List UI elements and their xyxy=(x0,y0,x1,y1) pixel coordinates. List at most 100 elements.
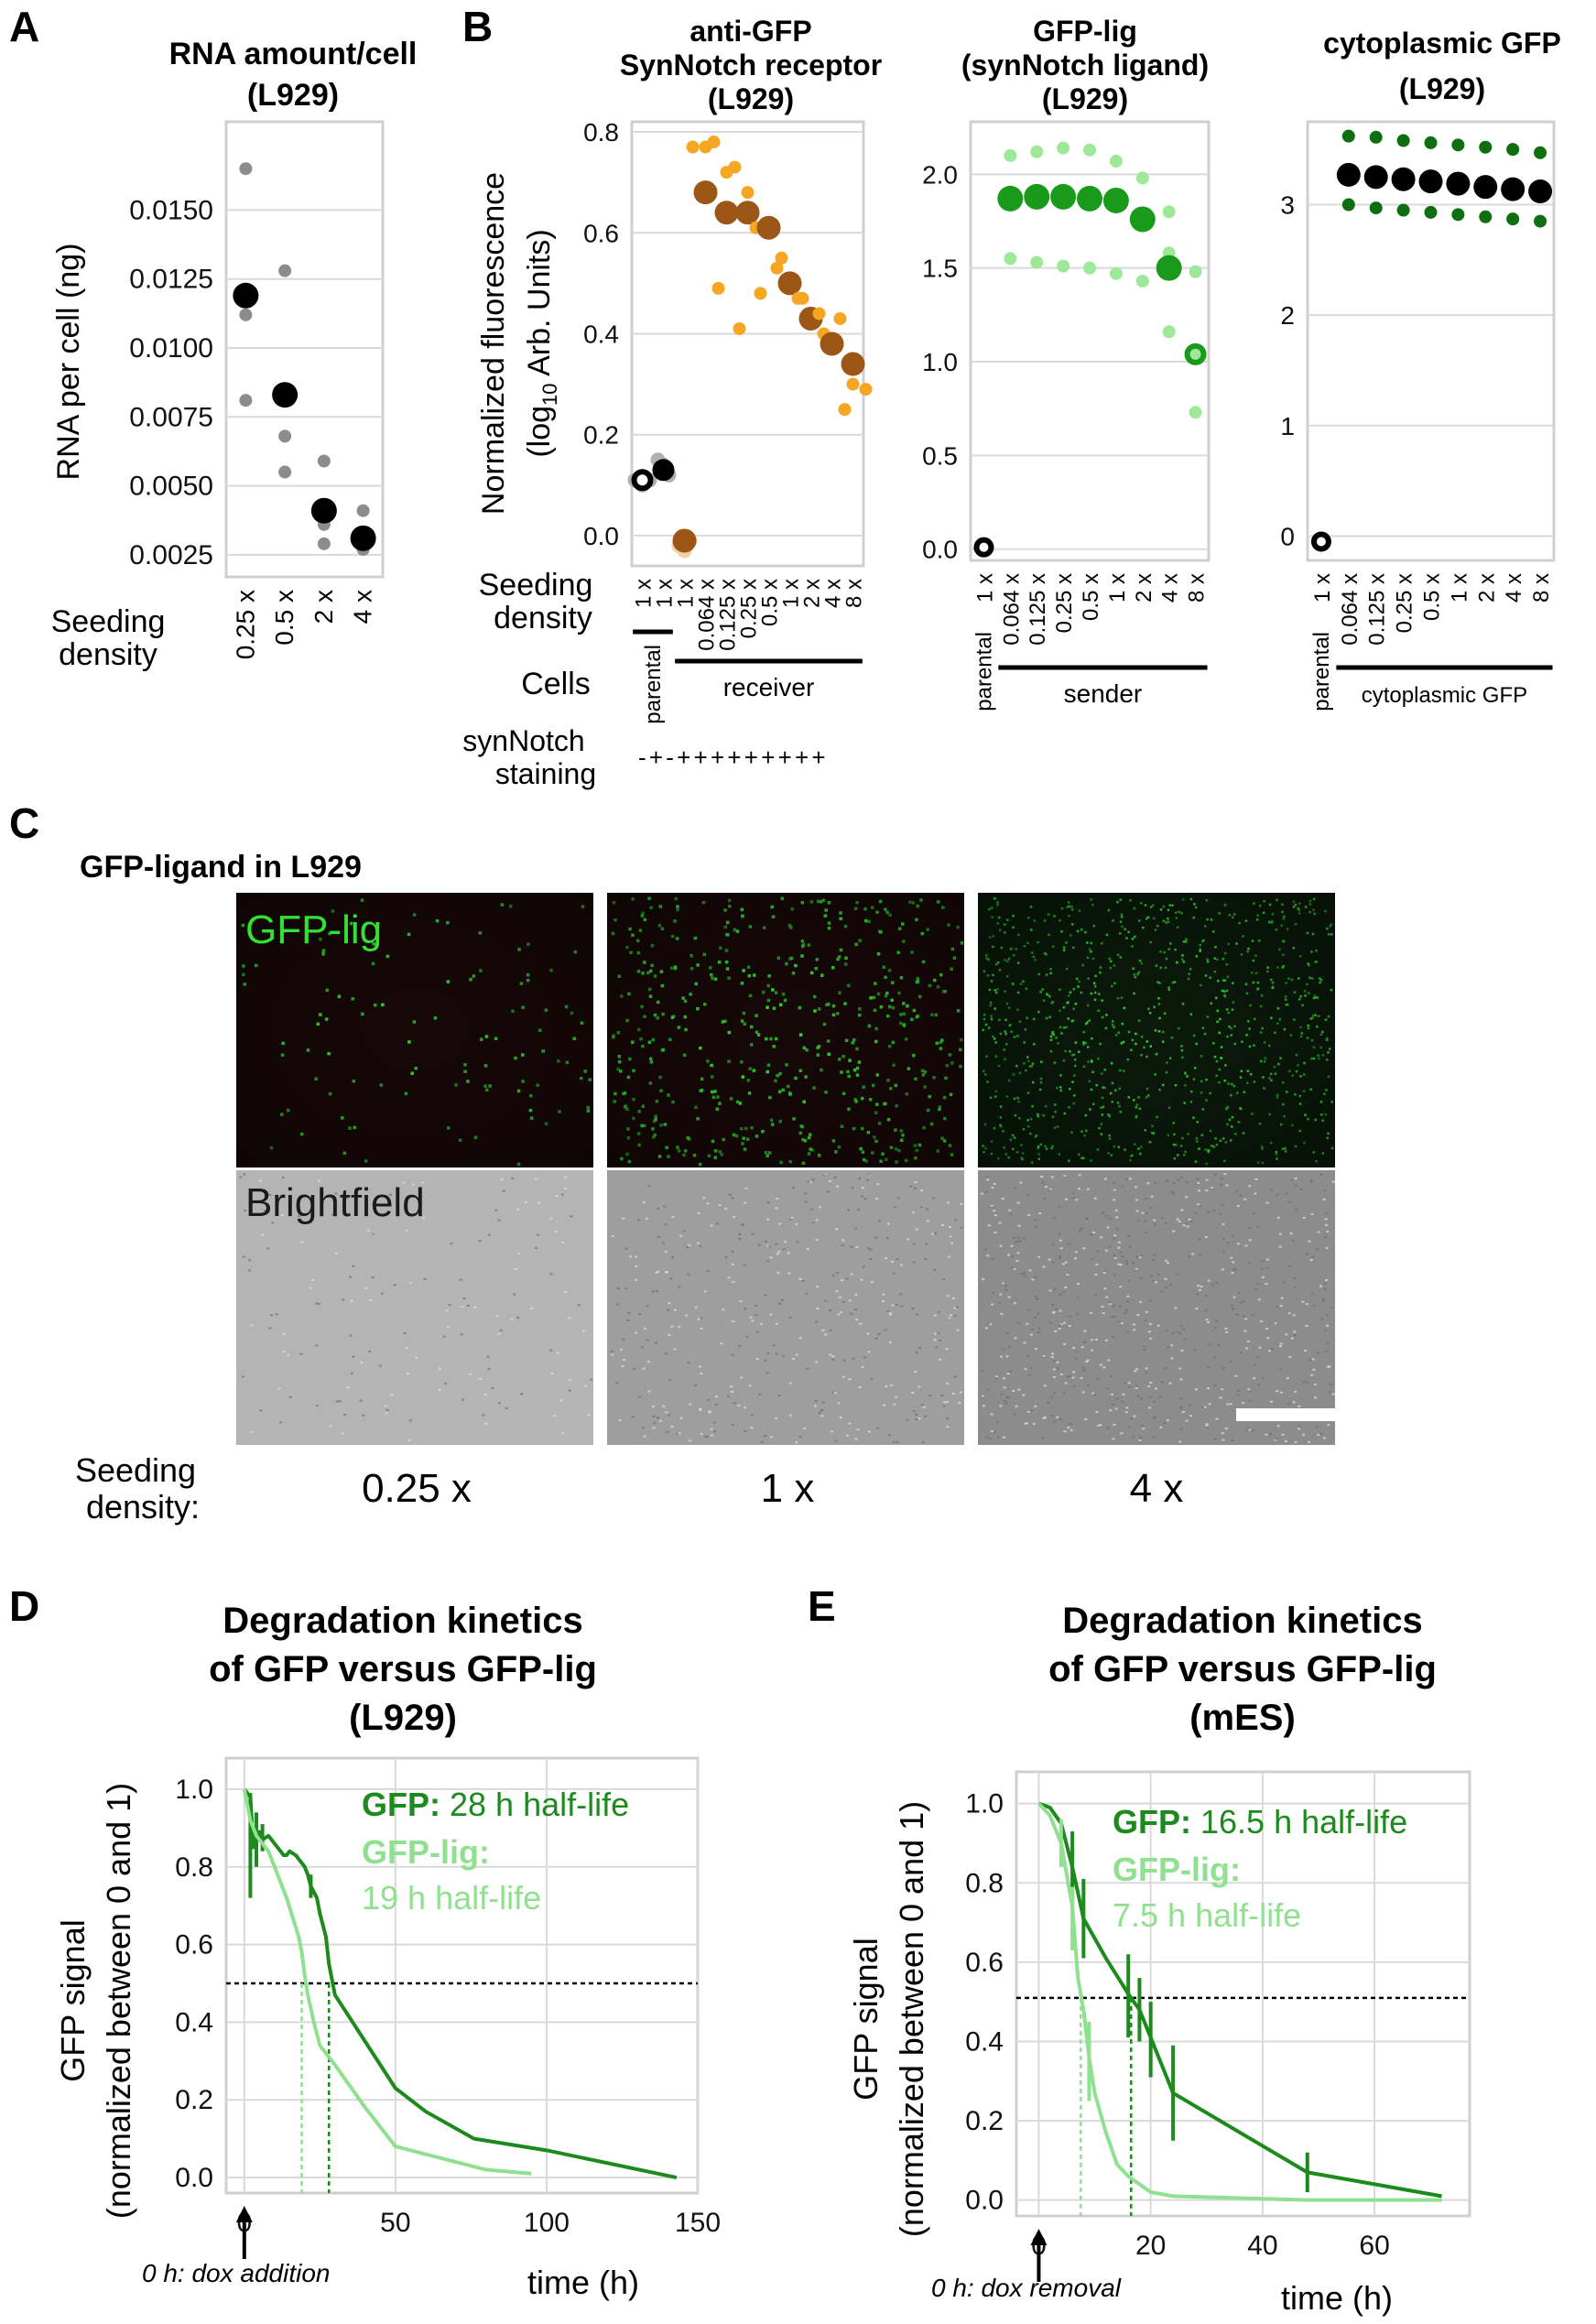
x-tick-label: 1 x xyxy=(779,579,804,608)
cell-texture xyxy=(415,1356,418,1359)
cell-texture xyxy=(1086,1359,1090,1362)
cell-texture xyxy=(239,1176,243,1178)
cell-texture xyxy=(896,1197,900,1200)
plot-frame xyxy=(630,120,865,568)
cell-texture xyxy=(1096,1377,1100,1380)
cell-texture xyxy=(1185,1181,1189,1184)
cell-texture xyxy=(854,1227,858,1230)
cell-texture xyxy=(1231,1304,1234,1307)
cell-texture xyxy=(866,1332,870,1335)
panel-letter-a: A xyxy=(9,3,39,50)
cell-texture xyxy=(422,1217,426,1220)
cell-texture xyxy=(1023,1341,1026,1344)
cell-texture xyxy=(1094,1293,1098,1296)
cell-texture xyxy=(1145,1367,1148,1370)
cell-texture xyxy=(1046,1401,1049,1404)
cell-texture xyxy=(981,1192,984,1195)
cell-texture xyxy=(1048,1258,1051,1261)
cell-texture xyxy=(346,1386,350,1389)
cell-texture xyxy=(1244,1318,1248,1320)
cell-texture xyxy=(258,1179,262,1182)
cell-texture xyxy=(959,1391,962,1394)
cell-texture xyxy=(982,1277,985,1280)
cell-texture xyxy=(651,1290,655,1293)
cell-texture xyxy=(335,1400,339,1403)
x-axis-label-line2: density xyxy=(494,601,592,635)
cell-texture xyxy=(1015,1260,1019,1263)
cell-texture xyxy=(954,1219,958,1222)
cell-texture xyxy=(912,1409,916,1412)
cell-texture xyxy=(946,1426,950,1428)
group-label: receiver xyxy=(723,673,815,701)
cell-texture xyxy=(642,1367,646,1370)
x-tick-label: 0.25 x xyxy=(1393,573,1417,633)
cell-texture xyxy=(900,1264,904,1266)
cell-texture xyxy=(647,1185,651,1188)
cell-texture xyxy=(700,1328,703,1330)
cell-texture xyxy=(487,1233,491,1236)
cell-texture xyxy=(712,1421,716,1424)
cell-texture xyxy=(1022,1394,1026,1396)
cell-texture xyxy=(1083,1341,1087,1344)
cell-texture xyxy=(1048,1189,1051,1192)
y-axis-label-line1: GFP signal xyxy=(847,1938,885,2100)
microscopy-title: GFP-ligand in L929 xyxy=(80,850,362,885)
cell-texture xyxy=(1267,1350,1271,1352)
cell-texture xyxy=(861,1366,864,1369)
cell-texture xyxy=(486,1355,490,1358)
cell-texture xyxy=(1326,1342,1330,1345)
cell-texture xyxy=(1188,1255,1191,1258)
cell-texture xyxy=(549,1349,553,1352)
cell-texture xyxy=(1099,1363,1102,1366)
cell-texture xyxy=(664,1352,668,1355)
cell-texture xyxy=(1278,1345,1282,1348)
cell-texture xyxy=(1152,1258,1156,1261)
cell-texture xyxy=(1127,1279,1131,1282)
replicate-point xyxy=(838,403,852,417)
legend-entry: GFP: 28 h half-life xyxy=(362,1786,629,1823)
cell-texture xyxy=(331,1213,335,1216)
cell-texture xyxy=(724,1256,728,1259)
y-tick-label: 0.8 xyxy=(965,1868,1004,1898)
cell-texture xyxy=(1024,1368,1027,1371)
replicate-point xyxy=(733,321,746,335)
cell-texture xyxy=(1236,1394,1240,1396)
cell-texture xyxy=(1262,1377,1265,1380)
cell-texture xyxy=(1176,1273,1179,1276)
cell-texture xyxy=(516,1252,520,1254)
cell-texture xyxy=(1199,1254,1202,1256)
cell-texture xyxy=(1229,1361,1232,1363)
cell-texture xyxy=(1027,1309,1031,1311)
cell-texture xyxy=(874,1337,878,1340)
cell-texture xyxy=(1189,1220,1193,1222)
cell-texture xyxy=(1292,1239,1296,1242)
cell-texture xyxy=(798,1436,802,1439)
mean-point xyxy=(1024,183,1050,210)
cell-texture xyxy=(1140,1424,1144,1427)
cell-texture xyxy=(745,1335,749,1338)
cell-texture xyxy=(821,1329,825,1331)
cell-texture xyxy=(1108,1303,1112,1306)
cell-texture xyxy=(1205,1189,1209,1191)
cell-texture xyxy=(1198,1238,1201,1241)
cell-texture xyxy=(1068,1325,1071,1328)
chart-subtitle: (L929) xyxy=(349,1698,457,1738)
cell-texture xyxy=(945,1348,949,1351)
cell-texture xyxy=(1063,1174,1067,1177)
cell-texture xyxy=(1325,1246,1329,1249)
replicate-point xyxy=(1506,143,1520,157)
cell-texture xyxy=(1321,1300,1325,1303)
cell-texture xyxy=(728,1193,732,1196)
mean-point xyxy=(672,528,697,553)
cell-texture xyxy=(1143,1345,1146,1348)
cell-texture xyxy=(1247,1388,1251,1391)
group-label: parental xyxy=(972,632,996,711)
cell-texture xyxy=(782,1248,786,1251)
cell-texture xyxy=(1207,1279,1211,1282)
x-tick-label: 4 x xyxy=(349,590,377,624)
cell-texture xyxy=(1080,1376,1083,1379)
cell-texture xyxy=(917,1417,921,1420)
cell-texture xyxy=(1074,1257,1078,1260)
cell-texture xyxy=(1030,1367,1034,1370)
cell-texture xyxy=(281,1177,285,1179)
